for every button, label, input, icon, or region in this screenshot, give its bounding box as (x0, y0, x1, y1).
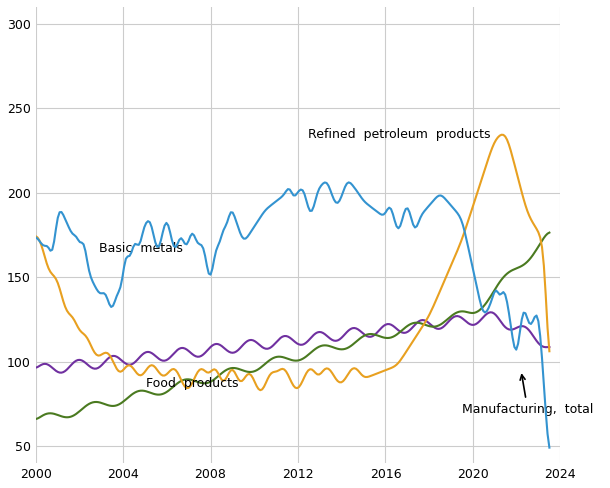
Text: Manufacturing,  total: Manufacturing, total (462, 375, 594, 416)
Text: Basic  metals: Basic metals (99, 242, 182, 255)
Text: Food  products: Food products (146, 377, 239, 390)
Text: Refined  petroleum  products: Refined petroleum products (309, 128, 491, 141)
